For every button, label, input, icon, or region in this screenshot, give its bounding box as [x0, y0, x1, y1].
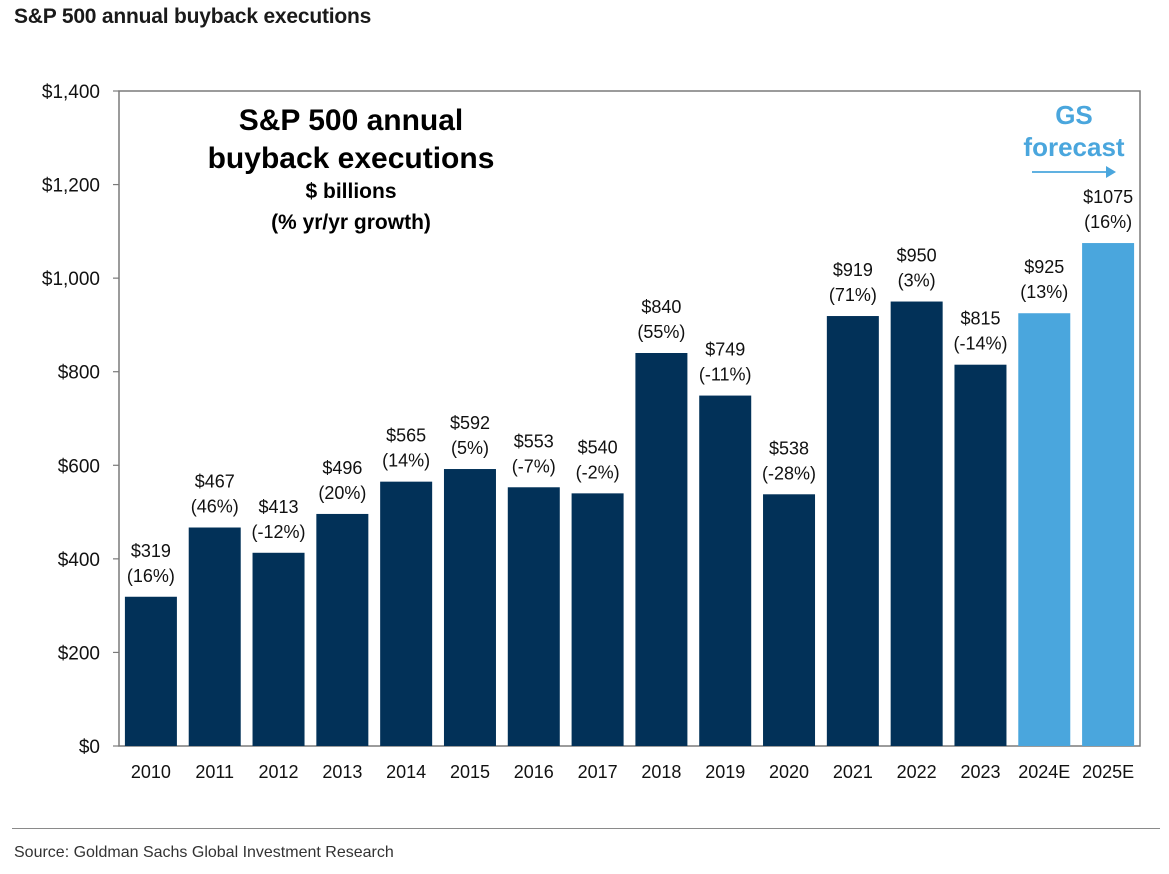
x-tick-label: 2011: [195, 762, 234, 782]
x-tick-label: 2024E: [1018, 762, 1070, 782]
footer-divider: [12, 828, 1160, 829]
y-tick-label: $600: [58, 456, 100, 477]
x-tick-label: 2013: [322, 762, 362, 782]
bar: [316, 513, 369, 746]
bar: [188, 527, 241, 746]
bar: [954, 364, 1007, 746]
bar-value-label: $553: [514, 431, 554, 451]
plot-frame: [118, 90, 1141, 747]
bar: [890, 301, 943, 746]
bar: [443, 469, 496, 746]
chart-title-line: S&P 500 annual: [239, 104, 464, 137]
bar-growth-label: (46%): [191, 497, 239, 517]
bar-growth-label: (71%): [829, 285, 877, 305]
bar-growth-label: (13%): [1020, 282, 1068, 302]
bar-value-label: $1075: [1083, 187, 1133, 207]
x-tick-label: 2019: [705, 762, 745, 782]
bar: [635, 353, 688, 746]
bar-value-label: $540: [578, 437, 618, 457]
bar: [763, 494, 816, 746]
y-tick-label: $200: [58, 643, 100, 664]
bar-growth-label: (5%): [451, 438, 489, 458]
bar-growth-label: (-14%): [953, 334, 1007, 354]
bar-growth-label: (-11%): [699, 365, 752, 385]
x-tick-label: 2018: [641, 762, 681, 782]
bar-value-label: $950: [897, 246, 937, 266]
x-tick-label: 2022: [897, 762, 937, 782]
source-note: Source: Goldman Sachs Global Investment …: [14, 844, 394, 861]
x-tick-label: 2023: [960, 762, 1000, 782]
bar: [124, 596, 177, 746]
bar-growth-label: (55%): [637, 322, 685, 342]
x-tick-label: 2012: [259, 762, 299, 782]
bar-value-label: $815: [960, 309, 1000, 329]
bar: [699, 395, 752, 746]
bar-growth-label: (20%): [318, 483, 366, 503]
x-tick-label: 2017: [578, 762, 618, 782]
bar-growth-label: (-7%): [512, 456, 556, 476]
bar-value-label: $749: [705, 340, 745, 360]
x-tick-label: 2010: [131, 762, 171, 782]
bar-growth-label: (3%): [898, 271, 936, 291]
bar: [252, 552, 305, 746]
bar: [826, 316, 879, 746]
forecast-label: forecast: [1023, 132, 1124, 162]
forecast-label: GS: [1055, 100, 1093, 130]
bar-growth-label: (16%): [1084, 212, 1132, 232]
x-tick-label: 2021: [833, 762, 873, 782]
bar-value-label: $565: [386, 426, 426, 446]
bar-value-label: $925: [1024, 257, 1064, 277]
y-tick-label: $1,200: [42, 176, 100, 197]
bar-value-label: $840: [641, 297, 681, 317]
bar-growth-label: (-2%): [576, 462, 620, 482]
x-tick-label: 2014: [386, 762, 426, 782]
bar-growth-label: (-28%): [762, 463, 816, 483]
bar: [1082, 243, 1135, 746]
forecast-arrow-icon: [1106, 166, 1116, 178]
bar-growth-label: (14%): [382, 451, 430, 471]
y-tick-label: $1,000: [42, 269, 100, 290]
bar-value-label: $592: [450, 413, 490, 433]
y-tick-label: $400: [58, 550, 100, 571]
chart-title-line: buyback executions: [208, 142, 495, 175]
bar-value-label: $413: [259, 497, 299, 517]
x-tick-label: 2020: [769, 762, 809, 782]
bar: [507, 487, 560, 746]
bar: [571, 493, 624, 746]
bar-growth-label: (16%): [127, 566, 175, 586]
bar-value-label: $538: [769, 438, 809, 458]
bar-growth-label: (-12%): [252, 522, 306, 542]
chart-subtitle-units: $ billions: [305, 180, 396, 203]
page-title: S&P 500 annual buyback executions: [14, 5, 372, 28]
chart-subtitle-growth: (% yr/yr growth): [271, 211, 431, 234]
bar: [380, 481, 433, 746]
bar-value-label: $467: [195, 472, 235, 492]
x-tick-label: 2025E: [1082, 762, 1134, 782]
bar-value-label: $496: [322, 458, 362, 478]
y-tick-label: $1,400: [42, 82, 100, 103]
bar-value-label: $919: [833, 260, 873, 280]
y-tick-label: $800: [58, 363, 100, 384]
y-tick-label: $0: [79, 737, 100, 758]
bar-value-label: $319: [131, 541, 171, 561]
x-tick-label: 2016: [514, 762, 554, 782]
x-tick-label: 2015: [450, 762, 490, 782]
bar: [1018, 313, 1071, 746]
